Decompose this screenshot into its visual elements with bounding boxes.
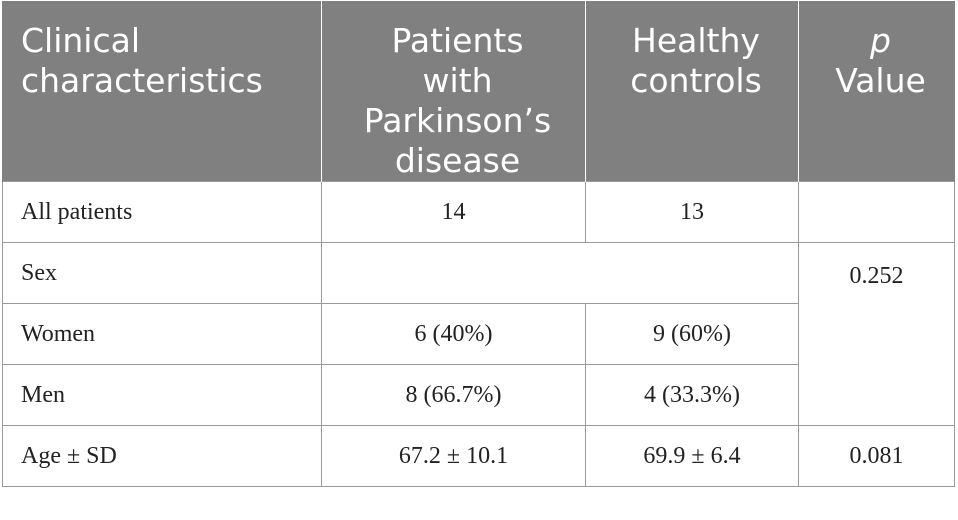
row-label-women: Women <box>2 303 322 365</box>
header-patients-line-4: disease <box>394 141 521 180</box>
table-row-all-patients: All patients 14 13 <box>2 181 955 243</box>
cell-all-patients-pd: 14 <box>321 181 586 243</box>
cell-women-hc: 9 (60%) <box>585 303 799 365</box>
cell-age-hc: 69.9 ± 6.4 <box>585 425 799 487</box>
header-patients-parkinsons: Patients with Parkinson’s disease <box>321 1 586 182</box>
header-p-italic: p <box>870 21 891 60</box>
row-label-sex: Sex <box>2 242 322 304</box>
cell-men-pd: 8 (66.7%) <box>321 364 586 426</box>
row-label-age: Age ± SD <box>2 425 322 487</box>
clinical-characteristics-table: Clinical characteristics Patients with P… <box>2 1 955 487</box>
cell-age-p: 0.081 <box>798 425 955 487</box>
header-patients-line-3: Parkinson’s <box>363 101 552 140</box>
header-clinical-line-2: characteristics <box>21 61 263 100</box>
header-p-value: p Value <box>798 1 955 182</box>
cell-men-hc: 4 (33.3%) <box>585 364 799 426</box>
table-body: All patients 14 13 Sex 0.252 Women 6 (40… <box>2 181 955 487</box>
row-label-men: Men <box>2 364 322 426</box>
header-patients-line-1: Patients <box>391 21 524 60</box>
row-label-all-patients: All patients <box>2 181 322 243</box>
cell-age-pd: 67.2 ± 10.1 <box>321 425 586 487</box>
header-patients-line-2: with <box>422 61 493 100</box>
cell-sex-p: 0.252 <box>798 242 955 426</box>
table-row-age: Age ± SD 67.2 ± 10.1 69.9 ± 6.4 0.081 <box>2 425 955 487</box>
table-header: Clinical characteristics Patients with P… <box>2 1 955 182</box>
header-clinical-line-1: Clinical <box>21 21 140 60</box>
cell-sex-empty <box>321 242 799 304</box>
cell-all-patients-p <box>798 181 955 243</box>
header-clinical-characteristics: Clinical characteristics <box>2 1 322 182</box>
header-healthy-controls: Healthy controls <box>585 1 799 182</box>
header-healthy-line-2: controls <box>630 61 762 100</box>
table-row-sex: Sex 0.252 <box>2 242 955 426</box>
header-healthy-line-1: Healthy <box>632 21 760 60</box>
header-value-label: Value <box>835 61 926 100</box>
table-row-women: Women 6 (40%) 9 (60%) <box>2 303 955 365</box>
cell-all-patients-hc: 13 <box>585 181 799 243</box>
header-row: Clinical characteristics Patients with P… <box>2 1 955 182</box>
cell-women-pd: 6 (40%) <box>321 303 586 365</box>
